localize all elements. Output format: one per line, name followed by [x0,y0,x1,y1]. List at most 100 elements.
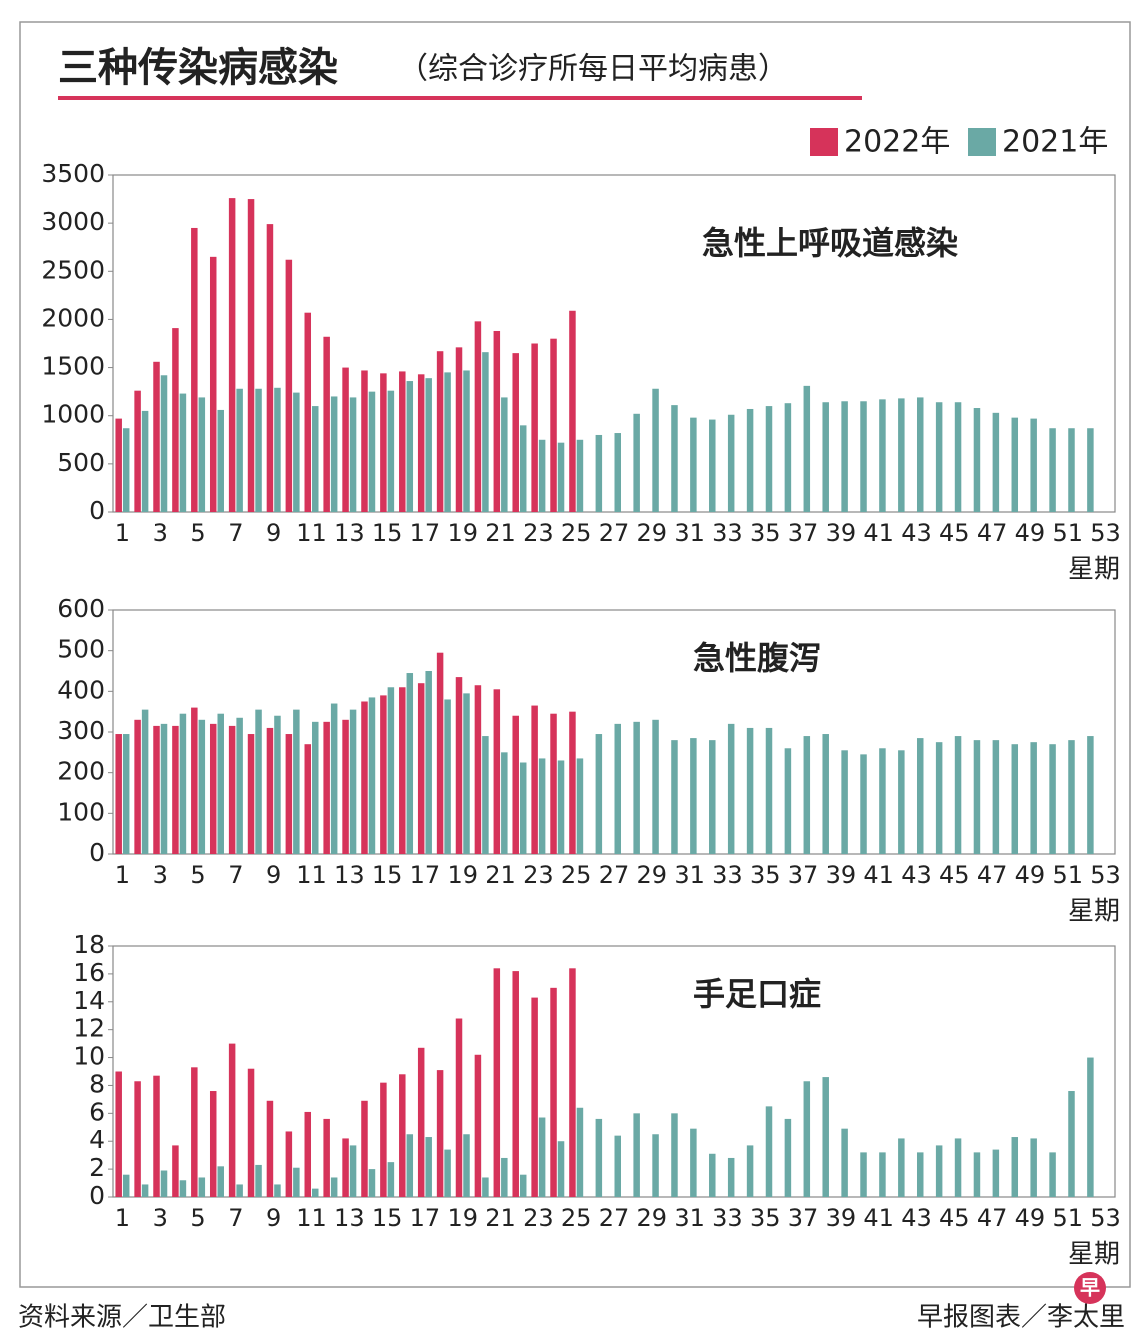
bar [425,1137,432,1197]
y-tick-label: 0 [89,1181,105,1210]
bar [860,1152,867,1197]
bar [274,1184,281,1197]
bar [444,372,451,512]
bar [236,1184,243,1197]
chart-title: 手足口症 [693,975,821,1013]
x-tick-label: 5 [190,1204,205,1232]
bar [916,1152,924,1197]
x-tick-label: 37 [788,519,819,547]
x-tick-label: 31 [674,861,705,889]
bar [652,388,659,512]
x-tick-label: 1 [115,861,130,889]
legend-swatch [810,128,838,156]
bar [255,709,262,854]
bar [569,310,576,512]
bar [122,428,130,512]
bar [954,736,962,854]
x-tick-label: 7 [228,1204,243,1232]
x-tick-label: 9 [266,861,281,889]
x-tick-label: 23 [523,861,554,889]
x-tick-label: 33 [712,861,743,889]
bar [1087,736,1094,854]
bar [709,419,716,512]
bar [115,734,122,854]
bar [285,734,293,854]
y-tick-label: 8 [89,1069,105,1098]
x-tick-label: 31 [674,519,705,547]
bar [444,1149,451,1197]
bar [538,1117,546,1197]
bar [179,393,187,512]
bar [709,740,716,854]
bar [557,1141,565,1197]
bar [1030,742,1037,854]
bar [191,227,198,512]
bar [474,685,482,854]
y-tick-label: 1000 [41,400,105,429]
bar [879,1152,886,1197]
bar [380,695,387,854]
credit: 早报图表／李太里 [917,1303,1125,1333]
bar [172,1145,179,1197]
bar [122,734,130,854]
bar [501,1157,508,1197]
bar [1011,1137,1019,1197]
bar [538,439,546,512]
bar [285,259,293,512]
bar [1030,1138,1037,1197]
bar [417,683,425,854]
bar [860,754,867,854]
x-tick-label: 23 [523,519,554,547]
bar [274,387,281,512]
bar [160,723,168,854]
bar [1049,744,1056,854]
bar [304,744,312,854]
bar [191,707,198,854]
bar [406,381,414,512]
bar [935,742,943,854]
bar [557,760,565,854]
x-tick-label: 29 [637,1204,668,1232]
x-tick-label: 33 [712,519,743,547]
bar [519,762,527,854]
bar [304,312,312,512]
bar [784,1118,792,1197]
bar [569,968,576,1197]
bar [954,402,962,512]
bar [115,418,122,512]
bar [179,1180,187,1197]
x-axis-label: 星期 [1068,555,1120,585]
x-tick-label: 25 [561,519,592,547]
x-tick-label: 29 [637,861,668,889]
x-tick-label: 27 [599,519,630,547]
x-tick-label: 41 [863,861,894,889]
bar [784,403,792,512]
bar [550,338,557,512]
bar [493,968,501,1197]
bar [236,388,243,512]
bar [153,361,160,512]
bar [406,1134,414,1197]
bar [172,725,179,854]
bar [463,693,470,854]
bar [1087,1057,1094,1197]
bar [115,1071,122,1197]
bar [652,1134,659,1197]
bar [557,442,565,512]
x-tick-label: 37 [788,861,819,889]
x-tick-label: 17 [410,861,441,889]
bar [633,1113,640,1197]
y-tick-label: 0 [89,838,105,867]
bar [368,697,376,854]
bar [531,705,538,854]
bar [1011,744,1019,854]
x-tick-label: 51 [1052,1204,1083,1232]
legend-label: 2022年 [844,125,950,160]
plot-frame [112,174,1116,513]
bar [361,701,368,854]
bar [342,367,349,512]
subtitle: （综合诊疗所每日平均病患） [398,52,788,87]
bar [312,721,319,854]
x-tick-label: 7 [228,861,243,889]
bar [463,370,470,512]
